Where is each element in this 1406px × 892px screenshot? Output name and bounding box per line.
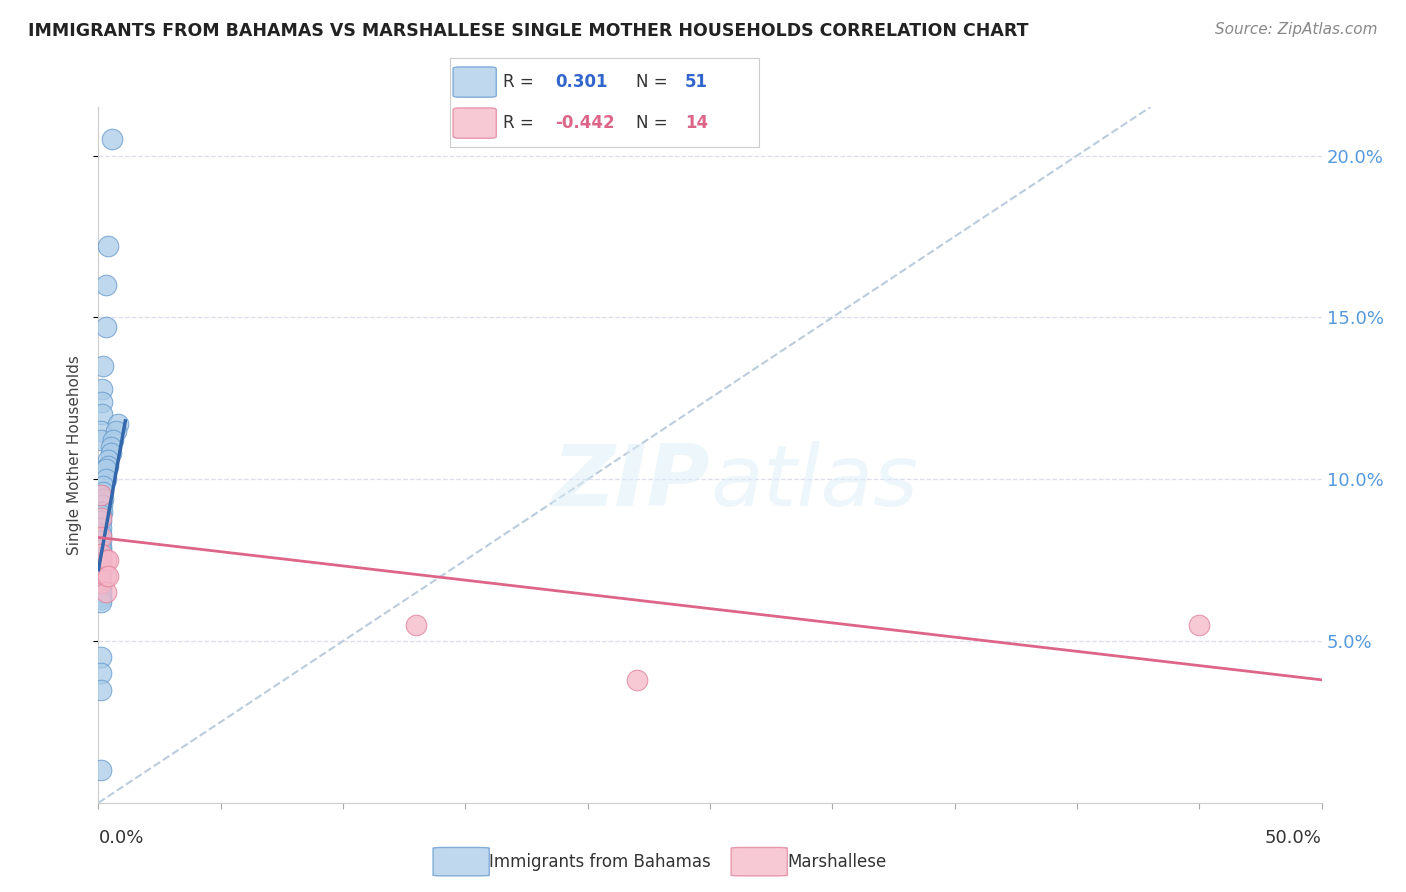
Text: Marshallese: Marshallese [787, 853, 887, 871]
Point [90, 575, 112, 590]
Point [90, 666, 112, 681]
Y-axis label: Single Mother Households: Single Mother Households [67, 355, 83, 555]
Point [90, 575, 112, 590]
Text: IMMIGRANTS FROM BAHAMAS VS MARSHALLESE SINGLE MOTHER HOUSEHOLDS CORRELATION CHAR: IMMIGRANTS FROM BAHAMAS VS MARSHALLESE S… [28, 22, 1029, 40]
Point [94, 569, 117, 583]
Point [90, 559, 112, 574]
Point [97, 452, 120, 467]
Point [94, 585, 117, 599]
Point [101, 434, 124, 448]
Point [90, 566, 112, 580]
Text: 0.301: 0.301 [555, 73, 607, 91]
Point [91, 504, 114, 518]
Point [90, 557, 112, 571]
Point [91, 382, 114, 396]
Point [1188, 617, 1211, 632]
FancyBboxPatch shape [453, 67, 496, 97]
Point [90, 563, 112, 577]
Point [90, 650, 112, 665]
Point [100, 440, 122, 454]
FancyBboxPatch shape [453, 108, 496, 138]
Text: ZIP: ZIP [553, 442, 710, 524]
Text: R =: R = [502, 114, 533, 132]
Point [90, 527, 112, 541]
Point [90, 559, 112, 574]
Point [90, 595, 112, 609]
Point [90, 573, 112, 587]
Point [90, 682, 112, 697]
Point [94, 320, 117, 334]
Point [90, 585, 112, 599]
Point [90, 582, 112, 597]
Point [100, 446, 122, 460]
Text: Source: ZipAtlas.com: Source: ZipAtlas.com [1215, 22, 1378, 37]
Point [97, 569, 120, 583]
Point [90, 540, 112, 554]
Text: N =: N = [636, 73, 666, 91]
Point [94, 462, 117, 476]
Point [90, 508, 112, 522]
Point [91, 408, 114, 422]
Point [94, 472, 117, 486]
Point [90, 549, 112, 564]
Point [90, 547, 112, 561]
Point [90, 514, 112, 528]
Text: 50.0%: 50.0% [1265, 829, 1322, 847]
Point [90, 547, 112, 561]
Text: 14: 14 [685, 114, 709, 132]
Point [90, 533, 112, 548]
Text: -0.442: -0.442 [555, 114, 614, 132]
Point [90, 511, 112, 525]
Point [90, 579, 112, 593]
Point [97, 239, 120, 253]
Text: Immigrants from Bahamas: Immigrants from Bahamas [489, 853, 711, 871]
Point [97, 459, 120, 474]
Point [90, 553, 112, 567]
Point [107, 417, 129, 432]
Point [405, 617, 427, 632]
Text: 0.0%: 0.0% [98, 829, 143, 847]
Text: R =: R = [502, 73, 533, 91]
Point [94, 553, 117, 567]
Point [626, 673, 648, 687]
Point [90, 589, 112, 603]
Text: 51: 51 [685, 73, 709, 91]
Point [90, 531, 112, 545]
Text: atlas: atlas [710, 442, 918, 524]
Point [90, 424, 112, 438]
Point [90, 764, 112, 778]
Point [94, 278, 117, 293]
Point [91, 485, 114, 500]
FancyBboxPatch shape [433, 847, 489, 876]
Point [90, 591, 112, 606]
Point [91, 394, 114, 409]
Point [90, 521, 112, 535]
Text: N =: N = [636, 114, 666, 132]
Point [90, 488, 112, 502]
Point [91, 491, 114, 506]
Point [90, 543, 112, 558]
Point [91, 478, 114, 492]
Point [104, 424, 127, 438]
FancyBboxPatch shape [731, 847, 787, 876]
Point [90, 569, 112, 583]
Point [91, 498, 114, 512]
Point [90, 434, 112, 448]
Point [97, 553, 120, 567]
Point [91, 359, 114, 373]
Point [101, 132, 124, 146]
